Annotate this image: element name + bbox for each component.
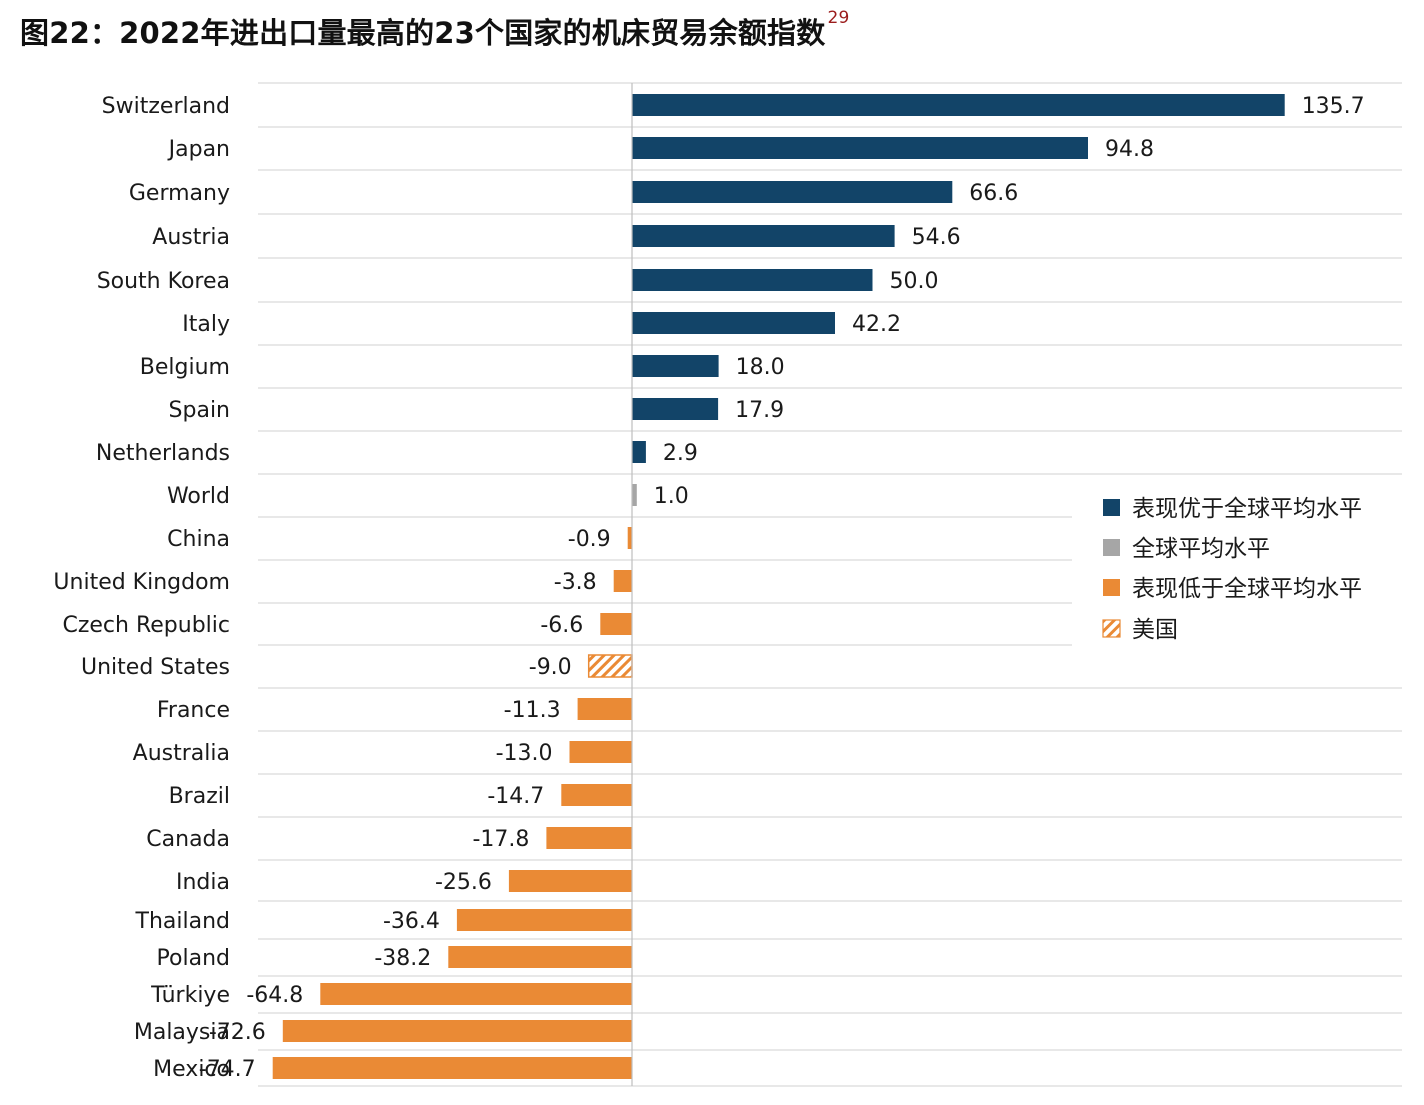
- bar-belgium: [632, 355, 719, 377]
- category-label: Czech Republic: [62, 613, 230, 638]
- category-label: Switzerland: [102, 94, 230, 119]
- bars: [272, 94, 1285, 1079]
- bar-mexico: [272, 1057, 632, 1079]
- bar-malaysia: [282, 1020, 632, 1042]
- value-label: -25.6: [435, 870, 492, 895]
- gridlines: [258, 82, 1402, 1087]
- value-label: 17.9: [735, 398, 784, 423]
- bar-thailand: [456, 909, 632, 931]
- category-label: France: [157, 698, 230, 723]
- bar-united-kingdom: [613, 570, 632, 592]
- bar-australia: [569, 741, 632, 763]
- chart-title-text: 图22：2022年进出口量最高的23个国家的机床贸易余额指数: [20, 16, 826, 50]
- value-label: 1.0: [654, 484, 689, 509]
- legend-label-above: 表现优于全球平均水平: [1132, 496, 1362, 522]
- bar-netherlands: [632, 441, 646, 463]
- bar-japan: [632, 137, 1088, 159]
- bar-turkiye: [320, 983, 632, 1005]
- legend-swatch-hatched: [1102, 619, 1121, 638]
- value-label: -36.4: [383, 909, 440, 934]
- bar-united-states: [587, 654, 633, 678]
- category-label: Austria: [152, 225, 230, 250]
- category-label: Thailand: [135, 909, 230, 934]
- value-label: 54.6: [912, 225, 961, 250]
- value-label: -38.2: [374, 946, 431, 971]
- value-label: 135.7: [1302, 94, 1365, 119]
- value-label: -6.6: [540, 613, 583, 638]
- category-label: Mexico: [153, 1057, 230, 1082]
- bar-spain: [632, 398, 719, 420]
- value-label: -11.3: [504, 698, 561, 723]
- value-label: -17.8: [472, 827, 529, 852]
- bar-world: [632, 484, 637, 506]
- legend-swatch-above: [1103, 499, 1120, 516]
- legend-swatch-world: [1103, 539, 1120, 556]
- category-label: Italy: [182, 312, 230, 337]
- value-label: -72.6: [209, 1020, 266, 1045]
- legend-label-world: 全球平均水平: [1132, 536, 1270, 562]
- category-label: United States: [81, 655, 230, 680]
- category-label: Belgium: [140, 355, 230, 380]
- value-label: 94.8: [1105, 137, 1154, 162]
- value-label: -64.8: [246, 983, 303, 1008]
- value-label: -13.0: [496, 741, 553, 766]
- value-label: -0.9: [568, 527, 611, 552]
- bar-italy: [632, 312, 835, 334]
- category-label: United Kingdom: [53, 570, 230, 595]
- category-label: Japan: [167, 137, 230, 162]
- bar-austria: [632, 225, 895, 247]
- category-label: Spain: [169, 398, 230, 423]
- bar-czech-republic: [600, 613, 632, 635]
- category-label: Brazil: [169, 784, 230, 809]
- category-label: Canada: [146, 827, 230, 852]
- value-label: 2.9: [663, 441, 698, 466]
- chart-title: 图22：2022年进出口量最高的23个国家的机床贸易余额指数 29: [20, 8, 850, 52]
- category-label: India: [176, 870, 230, 895]
- category-label: World: [167, 484, 230, 509]
- bar-poland: [448, 946, 632, 968]
- legend-label-below: 表现低于全球平均水平: [1132, 576, 1362, 602]
- category-label: Germany: [129, 181, 230, 206]
- value-label: 18.0: [736, 355, 785, 380]
- bar-switzerland: [632, 94, 1285, 116]
- legend-swatch-below: [1103, 579, 1120, 596]
- value-label: 42.2: [852, 312, 901, 337]
- category-label: Poland: [157, 946, 230, 971]
- value-label: -9.0: [529, 655, 572, 680]
- bar-france: [577, 698, 632, 720]
- footnote-ref: 29: [827, 8, 850, 28]
- value-label: -3.8: [554, 570, 597, 595]
- value-label: 66.6: [969, 181, 1018, 206]
- value-label: -14.7: [487, 784, 544, 809]
- category-label: China: [167, 527, 230, 552]
- category-label: Australia: [133, 741, 230, 766]
- bar-india: [508, 870, 632, 892]
- bar-south-korea: [632, 269, 873, 291]
- bar-brazil: [561, 784, 632, 806]
- bar-canada: [546, 827, 632, 849]
- category-label: Türkiye: [150, 983, 230, 1008]
- bar-china: [627, 527, 632, 549]
- value-label: 50.0: [890, 269, 939, 294]
- category-label: Malaysia: [134, 1020, 230, 1045]
- value-label: -74.7: [199, 1057, 256, 1082]
- category-label: Netherlands: [96, 441, 230, 466]
- category-label: South Korea: [97, 269, 230, 294]
- bar-germany: [632, 181, 953, 203]
- labels: Switzerland 135.7 Japan 94.8 Germany 66.6 Aust…: [53, 94, 1364, 1082]
- legend-label-hatched: 美国: [1132, 617, 1178, 643]
